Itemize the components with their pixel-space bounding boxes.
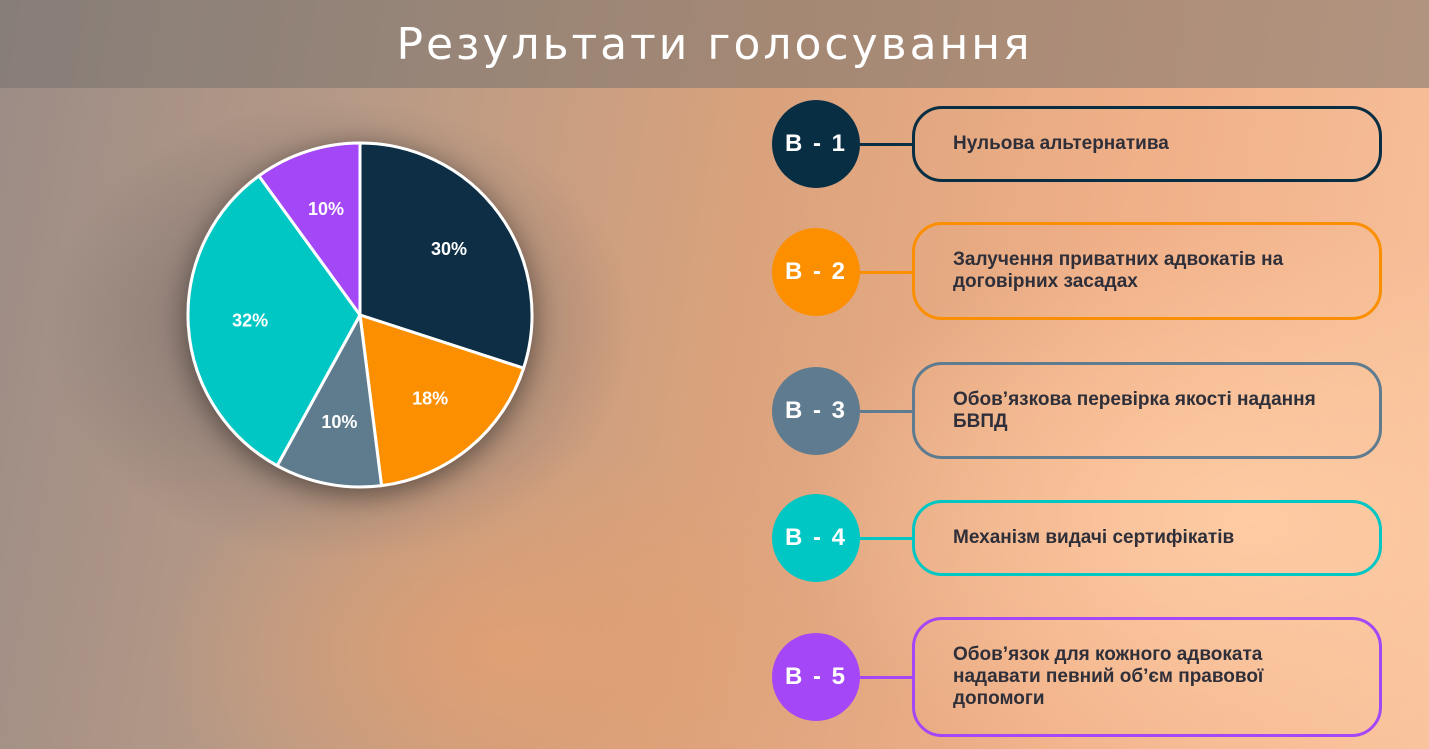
option-4-box: Механізм видачі сертифікатів [912,500,1382,576]
pie-slice-4 [186,174,362,468]
option-2-box: Залучення приватних адвокатів на договір… [912,222,1382,320]
option-4-text: Механізм видачі сертифікатів [953,527,1235,548]
option-row-3: В - 3 Обов’язкова перевірка якості надан… [772,362,1392,477]
option-3-box: Обов’язкова перевірка якості надання БВП… [912,362,1382,459]
pie-slice-2 [358,313,526,488]
pie-label-5: 10% [308,199,344,219]
option-2-connector [860,271,914,274]
option-row-5: В - 5 Обов’язок для кожного адвоката над… [772,617,1392,743]
page-title: Результати голосування [396,18,1033,70]
option-3-connector [860,410,914,413]
option-2-text: Залучення приватних адвокатів на договір… [953,249,1284,292]
pie-slice-5 [257,141,362,317]
option-row-1: В - 1 Нульова альтернатива [772,100,1392,210]
option-3-text: Обов’язкова перевірка якості надання БВП… [953,388,1316,432]
option-1-badge: В - 1 [772,100,860,188]
pie-slice-1 [358,141,534,370]
pie-label-1: 30% [431,239,467,259]
pie-label-2: 18% [412,389,448,409]
option-1-connector [860,143,914,146]
option-5-box: Обов’язок для кожного адвоката надавати … [912,617,1382,737]
pie-label-4: 32% [232,311,268,331]
pie-slice-3 [275,313,384,489]
option-5-badge: В - 5 [772,633,860,721]
title-bar: Результати голосування [0,0,1429,88]
option-2-badge: В - 2 [772,228,860,316]
option-row-4: В - 4 Механізм видачі сертифікатів [772,494,1392,604]
pie-label-3: 10% [321,412,357,432]
option-3-badge: В - 3 [772,367,860,455]
option-row-2: В - 2 Залучення приватних адвокатів на д… [772,222,1392,338]
option-1-text: Нульова альтернатива [953,133,1169,154]
pie-chart: 30% 18% 10% 32% 10% [186,141,534,489]
option-4-badge: В - 4 [772,494,860,582]
option-1-box: Нульова альтернатива [912,106,1382,182]
option-5-text: Обов’язок для кожного адвоката надавати … [953,644,1264,709]
option-4-connector [860,537,914,540]
option-5-connector [860,676,914,679]
